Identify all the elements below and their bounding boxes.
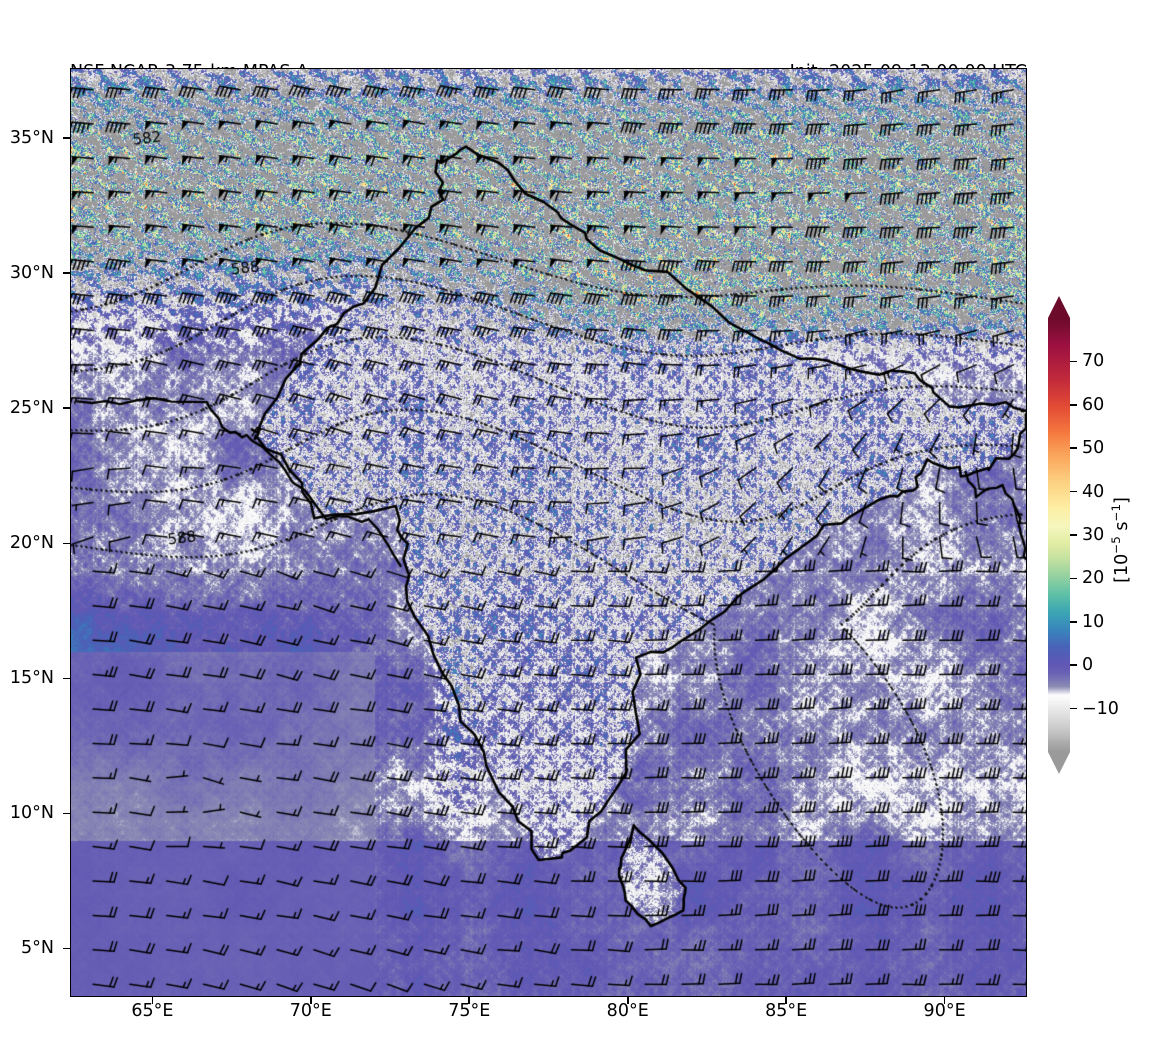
map-axes[interactable] xyxy=(70,68,1027,997)
colorbar[interactable]: 70 60 50 40 30 20 10 0 −10 xyxy=(1048,296,1119,774)
y-tick-mark xyxy=(63,137,70,139)
y-tick-label-4: 15°N xyxy=(9,668,54,689)
colorbar-tick-mark xyxy=(1070,577,1077,580)
colorbar-tick-label-7: 0 xyxy=(1082,655,1094,676)
colorbar-tick-label-1: 60 xyxy=(1082,394,1105,415)
x-tick-mark xyxy=(785,997,787,1004)
x-tick-mark xyxy=(626,997,629,1004)
colorbar-tick-mark xyxy=(1070,707,1077,710)
x-tick-mark xyxy=(943,997,946,1004)
x-tick-label-0: 65°E xyxy=(131,1001,174,1021)
y-tick-mark xyxy=(63,677,70,680)
y-tick-mark xyxy=(63,542,70,545)
x-tick-label-4: 85°E xyxy=(765,1001,808,1021)
y-tick-label-5: 10°N xyxy=(9,803,54,824)
colorbar-tick-label-5: 20 xyxy=(1082,568,1105,589)
y-tick-label-1: 30°N xyxy=(9,263,54,284)
colorbar-tick-mark xyxy=(1070,404,1077,406)
y-tick-label-2: 25°N xyxy=(9,398,54,419)
colorbar-tick-label-8: −10 xyxy=(1082,698,1119,719)
x-tick-mark xyxy=(151,997,154,1004)
x-tick-label-2: 75°E xyxy=(448,1001,491,1021)
colorbar-tick-mark xyxy=(1070,447,1077,449)
colorbar-gradient xyxy=(1048,318,1070,752)
colorbar-tick-mark xyxy=(1070,664,1077,666)
x-tick-mark xyxy=(310,997,312,1004)
x-tick-label-3: 80°E xyxy=(606,1001,649,1021)
colorbar-axis-label: [10−5 s−1] xyxy=(1109,497,1132,583)
vorticity-map-canvas xyxy=(71,69,1026,996)
y-tick-label-0: 35°N xyxy=(9,128,54,149)
colorbar-tick-label-2: 50 xyxy=(1082,438,1105,459)
x-tick-mark xyxy=(468,997,471,1004)
x-tick-label-1: 70°E xyxy=(289,1001,332,1021)
y-tick-mark xyxy=(63,812,70,815)
y-tick-mark xyxy=(63,272,70,275)
colorbar-extend-min-arrow xyxy=(1048,752,1070,774)
y-tick-mark xyxy=(63,407,70,410)
colorbar-tick-label-0: 70 xyxy=(1082,351,1105,372)
x-tick-label-5: 90°E xyxy=(923,1001,966,1021)
colorbar-tick-mark xyxy=(1070,360,1077,363)
colorbar-body xyxy=(1048,318,1070,752)
y-tick-mark xyxy=(63,947,70,950)
colorbar-tick-mark xyxy=(1070,490,1077,493)
y-tick-label-6: 5°N xyxy=(21,938,54,959)
colorbar-extend-max-arrow xyxy=(1048,296,1070,318)
colorbar-tick-mark xyxy=(1070,534,1077,536)
colorbar-tick-label-4: 30 xyxy=(1082,525,1105,545)
colorbar-tick-label-3: 40 xyxy=(1082,481,1105,502)
y-tick-label-3: 20°N xyxy=(9,533,54,554)
colorbar-tick-label-6: 10 xyxy=(1082,611,1105,632)
colorbar-tick-mark xyxy=(1070,621,1077,623)
